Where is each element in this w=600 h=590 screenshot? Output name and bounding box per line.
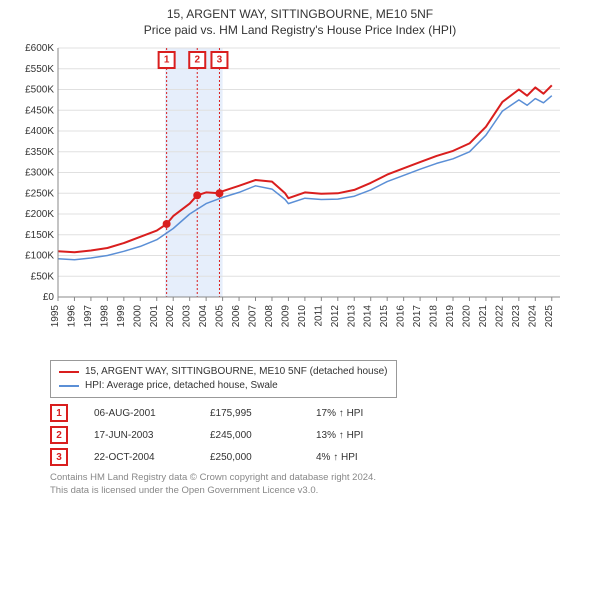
- svg-text:2023: 2023: [511, 305, 522, 328]
- svg-text:£200K: £200K: [25, 209, 54, 220]
- svg-text:£50K: £50K: [31, 272, 55, 283]
- price-chart: £0 £50K £100K £150K £200K £250K £300K £350K £400…: [10, 42, 590, 352]
- svg-text:£250K: £250K: [25, 189, 54, 200]
- svg-text:2005: 2005: [215, 305, 226, 328]
- sale-marker-icon: 1: [50, 404, 68, 422]
- svg-text:2017: 2017: [412, 305, 423, 328]
- sale-date: 17-JUN-2003: [94, 430, 184, 441]
- svg-text:£100K: £100K: [25, 251, 54, 262]
- sale-price: £250,000: [210, 452, 290, 463]
- svg-text:2018: 2018: [429, 305, 440, 328]
- svg-text:2007: 2007: [248, 305, 259, 328]
- chart-svg: £0 £50K £100K £150K £200K £250K £300K £350K £400…: [10, 42, 570, 352]
- sale-delta: 13% ↑ HPI: [316, 430, 406, 441]
- svg-text:2009: 2009: [280, 305, 291, 328]
- attribution-line: Contains HM Land Registry data © Crown c…: [50, 472, 590, 484]
- legend-item: HPI: Average price, detached house, Swal…: [59, 379, 388, 393]
- svg-text:2013: 2013: [346, 305, 357, 328]
- svg-text:2: 2: [194, 55, 200, 66]
- table-row: 2 17-JUN-2003 £245,000 13% ↑ HPI: [50, 426, 590, 444]
- svg-text:2011: 2011: [313, 305, 324, 327]
- svg-text:2010: 2010: [297, 305, 308, 328]
- svg-text:2020: 2020: [461, 305, 472, 328]
- svg-text:2003: 2003: [182, 305, 193, 328]
- attribution-line: This data is licensed under the Open Gov…: [50, 485, 590, 497]
- svg-text:£450K: £450K: [25, 106, 54, 117]
- svg-text:£0: £0: [43, 292, 55, 303]
- sale-marker-icon: 2: [50, 426, 68, 444]
- svg-text:2019: 2019: [445, 305, 456, 328]
- legend: 15, ARGENT WAY, SITTINGBOURNE, ME10 5NF …: [50, 360, 397, 398]
- svg-text:2000: 2000: [132, 305, 143, 328]
- svg-text:2014: 2014: [363, 305, 374, 328]
- sale-date: 22-OCT-2004: [94, 452, 184, 463]
- title-subtitle: Price paid vs. HM Land Registry's House …: [10, 22, 590, 38]
- svg-text:£600K: £600K: [25, 43, 54, 54]
- svg-text:£300K: £300K: [25, 168, 54, 179]
- svg-text:1999: 1999: [116, 305, 127, 328]
- svg-text:£150K: £150K: [25, 230, 54, 241]
- svg-text:2025: 2025: [544, 305, 555, 328]
- svg-text:1997: 1997: [83, 305, 94, 328]
- legend-swatch: [59, 371, 79, 373]
- sale-price: £245,000: [210, 430, 290, 441]
- svg-text:2015: 2015: [379, 305, 390, 328]
- chart-title: 15, ARGENT WAY, SITTINGBOURNE, ME10 5NF …: [10, 6, 590, 38]
- svg-text:2022: 2022: [494, 305, 505, 328]
- svg-text:2004: 2004: [198, 305, 209, 328]
- svg-text:1995: 1995: [50, 305, 61, 328]
- sale-delta: 4% ↑ HPI: [316, 452, 406, 463]
- sale-delta: 17% ↑ HPI: [316, 408, 406, 419]
- attribution: Contains HM Land Registry data © Crown c…: [50, 472, 590, 497]
- svg-text:£350K: £350K: [25, 147, 54, 158]
- legend-label: HPI: Average price, detached house, Swal…: [85, 379, 278, 393]
- svg-text:2021: 2021: [478, 305, 489, 328]
- svg-text:£500K: £500K: [25, 85, 54, 96]
- svg-text:2008: 2008: [264, 305, 275, 328]
- table-row: 1 06-AUG-2001 £175,995 17% ↑ HPI: [50, 404, 590, 422]
- svg-text:1998: 1998: [99, 305, 110, 328]
- legend-item: 15, ARGENT WAY, SITTINGBOURNE, ME10 5NF …: [59, 365, 388, 379]
- svg-text:£400K: £400K: [25, 126, 54, 137]
- sales-table: 1 06-AUG-2001 £175,995 17% ↑ HPI 2 17-JU…: [50, 404, 590, 466]
- table-row: 3 22-OCT-2004 £250,000 4% ↑ HPI: [50, 448, 590, 466]
- legend-label: 15, ARGENT WAY, SITTINGBOURNE, ME10 5NF …: [85, 365, 388, 379]
- svg-text:£550K: £550K: [25, 64, 54, 75]
- legend-swatch: [59, 385, 79, 387]
- svg-text:3: 3: [217, 55, 223, 66]
- sale-date: 06-AUG-2001: [94, 408, 184, 419]
- sale-marker-icon: 3: [50, 448, 68, 466]
- svg-text:2012: 2012: [330, 305, 341, 328]
- svg-text:1: 1: [164, 55, 170, 66]
- svg-text:1996: 1996: [66, 305, 77, 328]
- svg-text:2024: 2024: [527, 305, 538, 328]
- svg-text:2002: 2002: [165, 305, 176, 328]
- sale-price: £175,995: [210, 408, 290, 419]
- svg-text:2006: 2006: [231, 305, 242, 328]
- title-address: 15, ARGENT WAY, SITTINGBOURNE, ME10 5NF: [10, 6, 590, 22]
- svg-text:2016: 2016: [396, 305, 407, 328]
- svg-text:2001: 2001: [149, 305, 160, 328]
